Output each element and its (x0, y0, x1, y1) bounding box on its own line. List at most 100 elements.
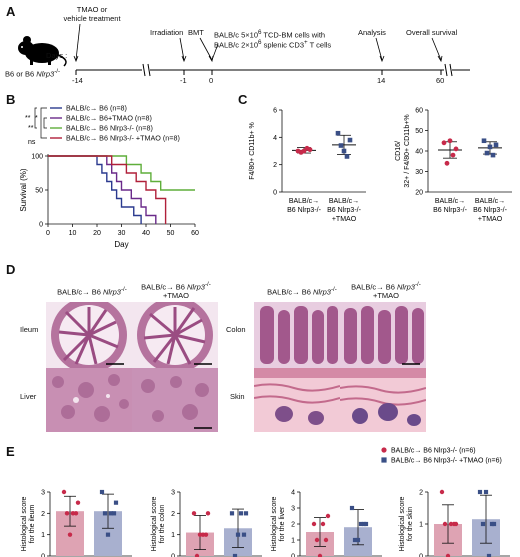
x-tick-label: +TMAO (478, 216, 503, 223)
ileum-micrograph-1 (46, 302, 132, 368)
legend-label: BALB/c→ B6 (n=8) (66, 104, 127, 113)
x-tick-label: 20 (93, 230, 101, 237)
y-tick-label: 30 (415, 169, 423, 176)
panel-label-c: C (238, 92, 248, 107)
legend-marker (381, 457, 387, 463)
data-point (355, 537, 361, 543)
data-point (194, 553, 200, 557)
x-tick-label: 10 (69, 230, 77, 237)
bmt-label: BMT (188, 28, 204, 37)
x-tick-label: B6 Nlrp3-/- (327, 207, 362, 214)
data-point (205, 511, 211, 516)
y-axis-label: Histological score (399, 496, 406, 551)
data-point (64, 511, 70, 516)
data-point (481, 138, 487, 144)
data-point (347, 137, 353, 143)
data-point (341, 148, 347, 154)
y-tick-label: 0 (41, 554, 45, 557)
panel-label-b: B (6, 92, 16, 107)
data-point (191, 511, 197, 516)
y-tick-label: 40 (415, 149, 423, 156)
x-tick-label: BALB/c→ (289, 198, 319, 205)
data-point (311, 521, 317, 527)
y-tick-label: 0 (171, 554, 175, 557)
data-point (363, 521, 369, 527)
y-tick-label: 6 (273, 108, 277, 115)
y-tick-label: 2 (291, 522, 295, 529)
survival-line-1 (48, 155, 157, 224)
overall-survival-label: Overall survival (406, 28, 458, 37)
legend-label: BALB/c→ B6 Nlrp3-/- +TMAO (n=6) (391, 458, 502, 465)
panel-label-a: A (6, 4, 16, 19)
y-axis-label: Histological score (21, 496, 28, 551)
x-tick-label: BALB/c→ (435, 198, 465, 205)
y-axis-label: for the skin (407, 507, 414, 541)
day-minus14: -14 (72, 76, 83, 85)
data-point (61, 489, 67, 495)
x-tick-label: BALB/c→ (329, 198, 359, 205)
ileum-label: Ileum (20, 325, 39, 334)
timeline-arrows (73, 23, 443, 63)
data-point (105, 532, 111, 537)
x-tick-label: 50 (167, 230, 175, 237)
mouse-label: B6 or B6 Nlrp3-/- (5, 68, 61, 79)
d-col-head-3: BALB/c→ B6 Nlrp3-/- (267, 286, 337, 297)
data-point (450, 152, 456, 158)
x-tick-label: B6 Nlrp3-/- (433, 207, 468, 214)
cells-line2: BALB/c 2×106 splenic CD3+ T cells (214, 39, 332, 50)
y-tick-label: 1 (171, 532, 175, 539)
y-axis-label: F4/80+ CD11b+ % (249, 122, 256, 179)
data-point (301, 148, 307, 154)
survival-chart: BALB/c→ B6 (n=8)BALB/c→ B6+TMAO (n=8)BAL… (19, 104, 199, 250)
data-point (113, 500, 119, 505)
data-point (243, 511, 249, 516)
y-tick-label: 1 (291, 538, 295, 545)
y-axis-label: 32+ / F4/80+ CD11b+% (404, 114, 411, 187)
cells-line1: BALB/c 5×106 TCD-BM cells with (214, 29, 326, 40)
y-tick-label: 3 (41, 490, 45, 497)
sig-bracket (40, 107, 47, 139)
y-tick-label: 0 (273, 190, 277, 197)
y-tick-label: 3 (171, 490, 175, 497)
data-point (323, 537, 329, 543)
sig-label: ** (28, 125, 34, 132)
data-point (444, 160, 450, 166)
mouse-icon (18, 36, 67, 67)
y-tick-label: 1 (41, 532, 45, 539)
colon-micrograph-1 (254, 302, 340, 368)
data-point (491, 521, 497, 527)
sig-label: ns (28, 139, 36, 146)
day-60: 60 (436, 76, 445, 85)
timeline-diagram (18, 23, 470, 77)
y-tick-label: 3 (291, 506, 295, 513)
x-tick-label: 0 (46, 230, 50, 237)
data-point (75, 500, 81, 505)
legend-label: BALB/c→ B6 Nlrp3-/- (n=8) (66, 124, 153, 133)
axis-break (444, 63, 448, 77)
data-point (453, 146, 459, 152)
data-point (484, 150, 490, 156)
y-tick-label: 2 (273, 162, 277, 169)
x-tick-label: 60 (191, 230, 199, 237)
skin-micrograph-2 (340, 368, 426, 432)
cd16-scatter-chart: 20 30 40 50 60 CD16/32+ / F4/80+ CD11b+% BALB/… (395, 108, 512, 223)
y-axis-label: CD16/ (395, 141, 402, 161)
x-tick-label: +TMAO (332, 216, 357, 223)
d-col-head-4: BALB/c→ B6 Nlrp3-/- +TMAO (351, 281, 421, 301)
tmao-label: TMAO or vehicle treatment (63, 5, 121, 23)
data-point (352, 537, 358, 543)
y-tick-label: 2 (41, 511, 45, 518)
data-point (229, 511, 235, 516)
data-point (358, 521, 364, 527)
y-axis-label: for the colon (159, 505, 166, 544)
colon-micrograph-2 (340, 302, 426, 368)
liver-label: Liver (20, 392, 37, 401)
data-point (439, 489, 445, 495)
day-0: 0 (209, 76, 214, 85)
x-tick-label: B6 Nlrp3-/- (287, 207, 322, 214)
skin-label: Skin (230, 392, 245, 401)
y-tick-label: 2 (171, 511, 175, 518)
y-tick-label: 50 (35, 188, 43, 195)
colon-label: Colon (226, 325, 246, 334)
data-point (108, 511, 114, 516)
